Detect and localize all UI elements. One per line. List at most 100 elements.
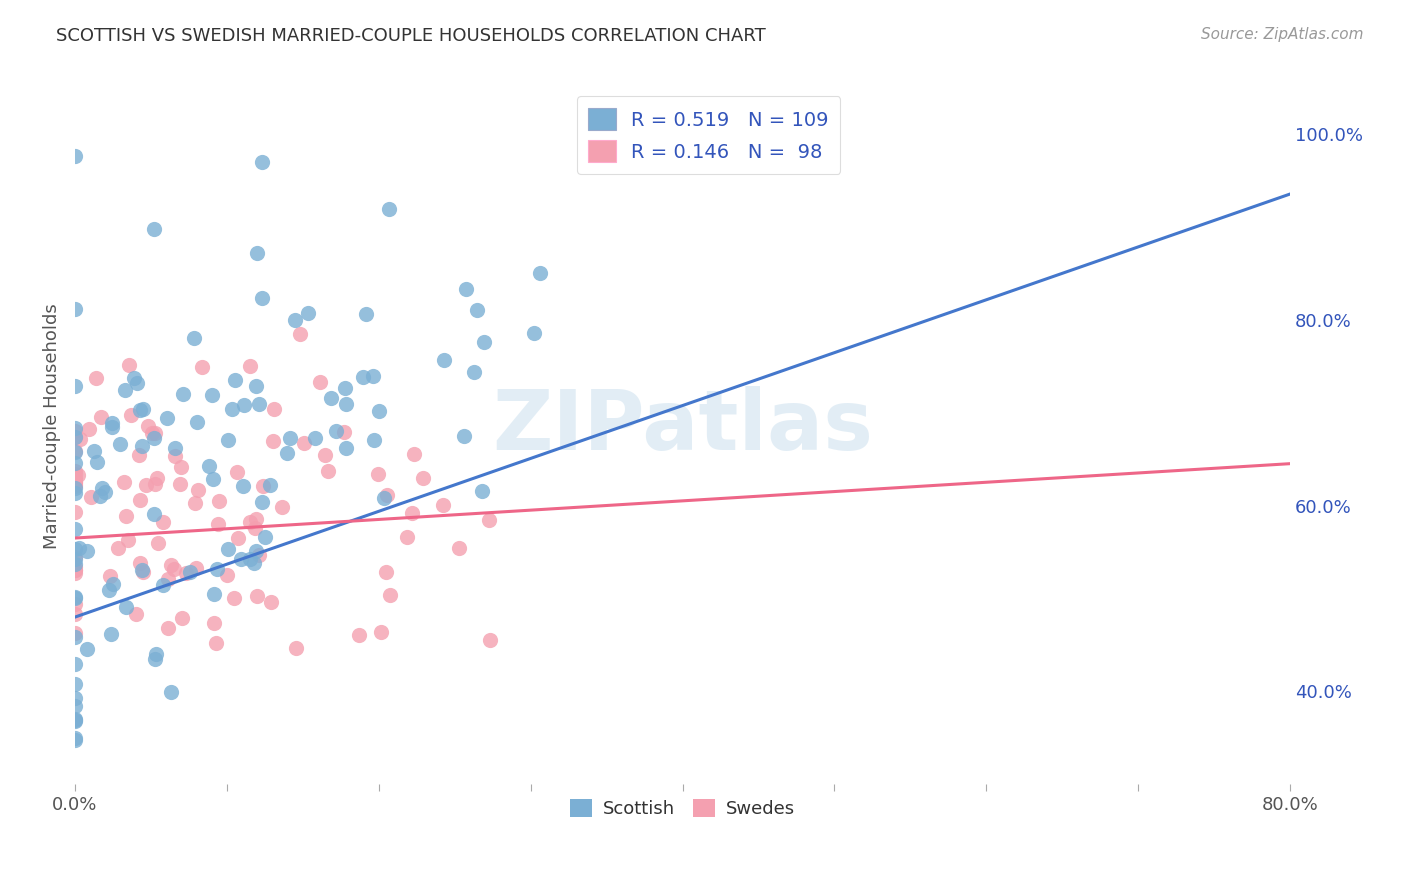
Point <box>146 536 169 550</box>
Point <box>84 371 107 385</box>
Point <box>63 714 86 728</box>
Point <box>363 434 385 448</box>
Point <box>63 541 86 556</box>
Point <box>63 475 86 490</box>
Point <box>262 434 284 448</box>
Point <box>242 557 264 571</box>
Point <box>100 416 122 430</box>
Point <box>395 530 418 544</box>
Point <box>208 493 231 508</box>
Point <box>252 155 274 169</box>
Point <box>63 657 86 671</box>
Point <box>472 335 495 350</box>
Point <box>63 467 86 481</box>
Point <box>142 221 165 235</box>
Point <box>63 559 86 574</box>
Point <box>117 533 139 548</box>
Point <box>157 621 180 635</box>
Point <box>309 375 332 389</box>
Point <box>288 327 311 342</box>
Point <box>232 479 254 493</box>
Point <box>292 436 315 450</box>
Point <box>401 506 423 520</box>
Point <box>252 479 274 493</box>
Point <box>63 481 86 495</box>
Point <box>131 563 153 577</box>
Point <box>143 477 166 491</box>
Point <box>107 541 129 555</box>
Point <box>98 569 121 583</box>
Point <box>125 607 148 621</box>
Point <box>63 712 86 726</box>
Point <box>94 484 117 499</box>
Point <box>169 477 191 491</box>
Point <box>63 430 86 444</box>
Point <box>69 432 91 446</box>
Point <box>63 563 86 577</box>
Point <box>63 464 86 478</box>
Point <box>221 401 243 416</box>
Point <box>129 402 152 417</box>
Point <box>152 515 174 529</box>
Point <box>122 371 145 385</box>
Point <box>259 478 281 492</box>
Point <box>319 391 342 405</box>
Point <box>361 369 384 384</box>
Point <box>304 431 326 445</box>
Point <box>367 467 389 481</box>
Point <box>270 500 292 515</box>
Point <box>352 369 374 384</box>
Point <box>191 360 214 375</box>
Point <box>63 456 86 470</box>
Point <box>263 401 285 416</box>
Point <box>368 404 391 418</box>
Point <box>186 415 208 429</box>
Point <box>245 512 267 526</box>
Point <box>63 677 86 691</box>
Point <box>402 447 425 461</box>
Point <box>89 489 111 503</box>
Point <box>63 475 86 489</box>
Point <box>205 562 228 576</box>
Point <box>80 490 103 504</box>
Point <box>125 376 148 390</box>
Point <box>160 685 183 699</box>
Point <box>202 587 225 601</box>
Point <box>91 482 114 496</box>
Point <box>101 577 124 591</box>
Point <box>529 266 551 280</box>
Point <box>152 578 174 592</box>
Point <box>325 425 347 439</box>
Point <box>247 548 270 562</box>
Point <box>347 628 370 642</box>
Point <box>63 690 86 705</box>
Point <box>375 488 398 502</box>
Point <box>370 624 392 639</box>
Point <box>165 441 187 455</box>
Text: ZIPatlas: ZIPatlas <box>492 386 873 467</box>
Point <box>63 505 86 519</box>
Point <box>215 568 238 582</box>
Point <box>156 572 179 586</box>
Point <box>170 611 193 625</box>
Point <box>226 465 249 479</box>
Point <box>129 557 152 571</box>
Point <box>202 615 225 630</box>
Point <box>128 448 150 462</box>
Point <box>63 149 86 163</box>
Point <box>453 429 475 443</box>
Point <box>108 436 131 450</box>
Point <box>335 441 357 455</box>
Point <box>67 468 90 483</box>
Point <box>135 478 157 492</box>
Point <box>63 420 86 434</box>
Point <box>471 483 494 498</box>
Point <box>465 303 488 318</box>
Point <box>246 589 269 603</box>
Point <box>63 477 86 491</box>
Point <box>98 582 121 597</box>
Point <box>335 397 357 411</box>
Point <box>118 358 141 372</box>
Point <box>165 449 187 463</box>
Point <box>245 544 267 558</box>
